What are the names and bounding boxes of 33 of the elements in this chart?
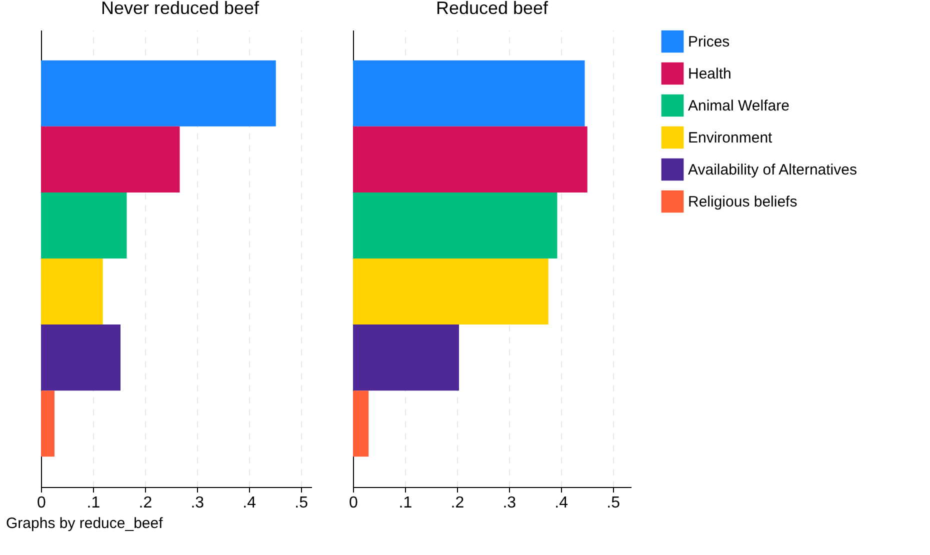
x-tick-label: .1 [86,494,100,512]
legend-label: Availability of Alternatives [688,162,857,178]
x-tick-label: .5 [294,494,308,512]
bar [353,192,558,258]
bar [41,324,121,391]
x-tick-label: .2 [450,494,464,512]
x-tick-label: 0 [37,494,46,512]
bar [353,390,369,457]
bar [353,324,460,391]
legend-label: Animal Welfare [688,98,790,114]
bar [353,126,588,192]
x-tick-label: .5 [606,494,620,512]
chart-title: Reduced beef [436,0,550,18]
x-tick-label: .3 [190,494,204,512]
bar [41,60,276,126]
legend-label: Religious beliefs [688,194,798,210]
x-tick-label: .4 [554,494,568,512]
x-tick-label: 0 [349,494,358,512]
legend-label: Environment [688,130,774,146]
bar [353,60,585,126]
bar [41,126,180,192]
text: Graphs by reduce_beef [6,515,164,532]
bar [41,192,127,258]
bar [353,258,548,325]
x-tick-label: .2 [138,494,152,512]
legend-label: Prices [688,34,730,50]
legend-label: Health [688,66,732,82]
bar [41,390,55,457]
x-tick-label: .3 [502,494,516,512]
x-tick-label: .1 [398,494,412,512]
bar [41,258,103,325]
x-tick-label: .4 [242,494,256,512]
chart-title: Never reduced beef [100,0,260,18]
